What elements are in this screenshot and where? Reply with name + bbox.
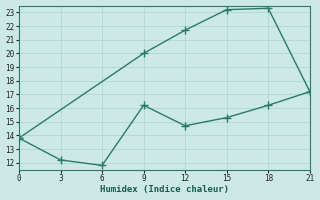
- X-axis label: Humidex (Indice chaleur): Humidex (Indice chaleur): [100, 185, 229, 194]
